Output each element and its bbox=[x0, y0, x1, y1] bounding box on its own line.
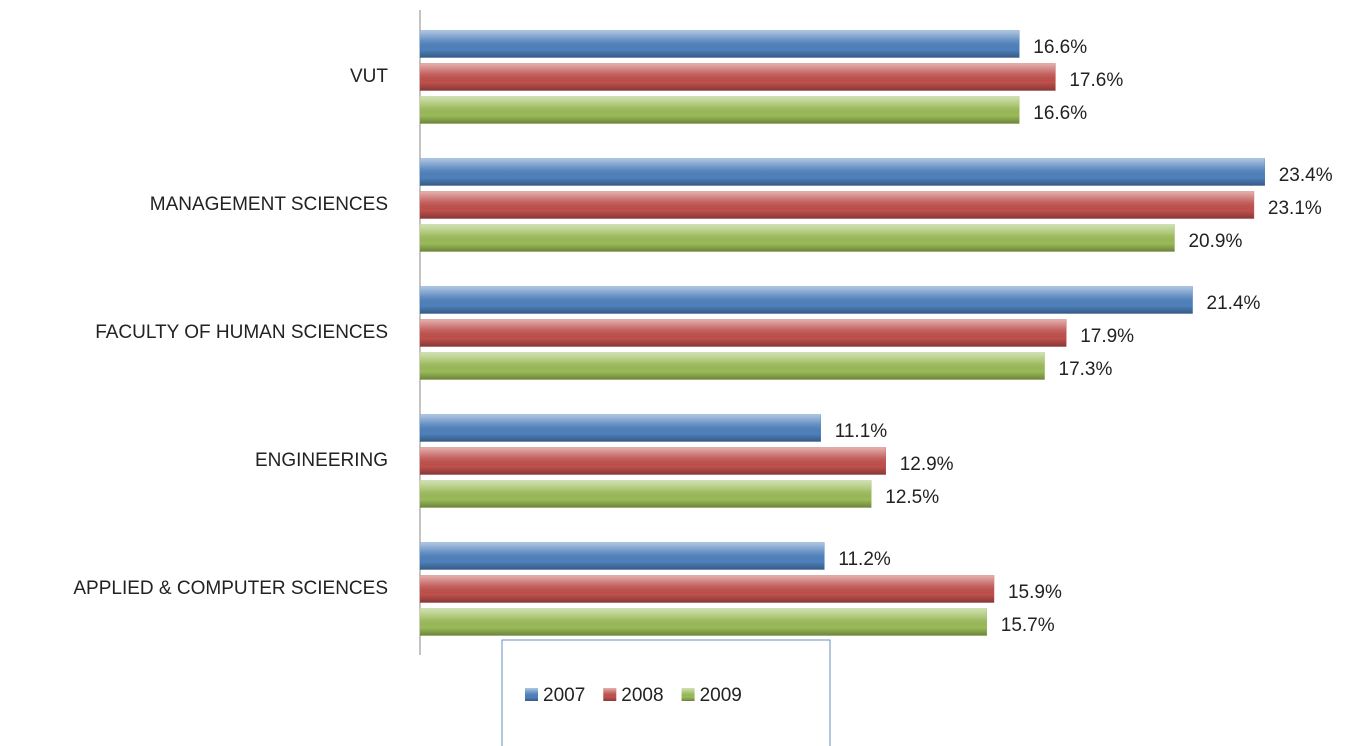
value-label: 23.4% bbox=[1279, 165, 1333, 186]
legend-swatch-shine bbox=[525, 688, 538, 701]
value-label: 12.5% bbox=[885, 487, 939, 508]
legend-swatch-shine bbox=[681, 688, 695, 701]
bar bbox=[419, 575, 995, 603]
legend-box bbox=[501, 639, 831, 746]
value-label: 15.9% bbox=[1008, 582, 1062, 603]
value-label: 17.6% bbox=[1069, 70, 1123, 91]
legend-label: 2008 bbox=[621, 685, 663, 706]
bar bbox=[419, 447, 886, 475]
category-label: ENGINEERING bbox=[255, 450, 388, 471]
bar bbox=[419, 286, 1193, 314]
bar bbox=[419, 480, 872, 508]
value-label: 15.7% bbox=[1001, 615, 1055, 636]
bar bbox=[419, 30, 1020, 58]
bar bbox=[419, 542, 825, 570]
value-label: 23.1% bbox=[1268, 198, 1322, 219]
bar bbox=[419, 224, 1175, 252]
value-label: 21.4% bbox=[1207, 293, 1261, 314]
legend-label: 2007 bbox=[543, 685, 585, 706]
bar bbox=[419, 96, 1020, 124]
value-label: 17.9% bbox=[1080, 326, 1134, 347]
category-label: APPLIED & COMPUTER SCIENCES bbox=[73, 578, 388, 599]
category-label: VUT bbox=[350, 66, 388, 87]
value-label: 17.3% bbox=[1059, 359, 1113, 380]
bar bbox=[419, 158, 1265, 186]
value-label: 20.9% bbox=[1188, 231, 1242, 252]
bar bbox=[419, 414, 821, 442]
bar bbox=[419, 63, 1056, 91]
bar bbox=[419, 191, 1255, 219]
value-label: 12.9% bbox=[900, 454, 954, 475]
value-label: 11.1% bbox=[835, 421, 888, 442]
legend-label: 2009 bbox=[700, 685, 742, 706]
category-label: MANAGEMENT SCIENCES bbox=[150, 194, 388, 215]
bar bbox=[419, 319, 1067, 347]
bar bbox=[419, 608, 988, 636]
value-label: 16.6% bbox=[1033, 37, 1087, 58]
legend-swatch-shine bbox=[603, 688, 617, 701]
category-label: FACULTY OF HUMAN SCIENCES bbox=[95, 322, 388, 343]
value-label: 16.6% bbox=[1033, 103, 1087, 124]
value-label: 11.2% bbox=[838, 549, 891, 570]
bar bbox=[419, 352, 1045, 380]
